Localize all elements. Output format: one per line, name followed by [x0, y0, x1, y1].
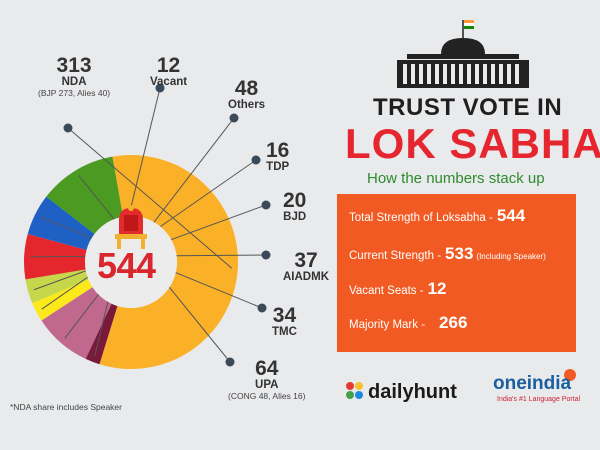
slice-name: TMC	[272, 326, 297, 338]
slice-name: TDP	[266, 161, 290, 173]
slice-tmc	[27, 196, 95, 250]
slice-name: BJD	[283, 211, 307, 223]
slice-detail: (CONG 48, Alies 16)	[228, 390, 306, 401]
slice-name: Others	[228, 99, 266, 111]
slice-vacant	[85, 303, 118, 365]
subtitle: How the numbers stack up	[367, 170, 545, 187]
info-total-value: 544	[496, 206, 526, 225]
leader-dot-others	[229, 113, 239, 123]
info-total-row: Total Strength of Loksabha -544	[349, 206, 525, 226]
slice-label-nda: 313 NDA (BJP 273, Alies 40)	[38, 55, 110, 98]
info-vacant-value: 12	[427, 279, 447, 298]
info-total-label: Total Strength of Loksabha -	[349, 212, 493, 224]
throne-icon	[115, 205, 147, 249]
leader-dot-upa	[225, 357, 235, 367]
slice-name: UPA	[255, 379, 279, 391]
slice-label-tmc: 34 TMC	[272, 305, 297, 339]
donut-center	[85, 216, 177, 308]
info-majority-label: Majority Mark -	[349, 319, 426, 331]
leader-dot-aiadmk	[261, 250, 271, 260]
slice-label-aiadmk: 37 AIADMK	[283, 250, 329, 284]
slice-detail: (BJP 273, Alies 40)	[38, 87, 111, 98]
slice-upa	[46, 156, 124, 234]
footnote: *NDA share includes Speaker	[10, 402, 122, 412]
oneindia-logo-icon	[564, 369, 576, 381]
info-vacant-row: Vacant Seats -12	[349, 279, 447, 299]
leader-dot-vacant	[155, 83, 165, 93]
info-majority-value: 266	[439, 313, 468, 332]
info-current-value: 533	[445, 244, 474, 263]
slice-value: 12	[156, 54, 181, 77]
slice-label-vacant: 12 Vacant	[150, 55, 187, 89]
parliament-icon	[397, 20, 529, 88]
slice-value: 20	[283, 189, 307, 212]
dailyhunt-logo-icon	[346, 382, 363, 399]
title-line1: TRUST VOTE IN	[373, 94, 563, 121]
info-majority-row: Majority Mark - 266	[349, 313, 467, 333]
slice-tdp	[32, 279, 93, 321]
slice-value: 34	[272, 304, 297, 327]
info-box: Total Strength of Loksabha -544 Current …	[337, 194, 576, 352]
info-vacant-label: Vacant Seats -	[349, 285, 424, 297]
slice-value: 16	[266, 139, 290, 162]
leader-dot-tdp	[251, 155, 261, 165]
leader-dot-tmc	[257, 303, 267, 313]
slice-name: Vacant	[150, 76, 188, 88]
leader-dot-bjd	[261, 200, 271, 210]
slice-value: 37	[294, 249, 318, 272]
slice-value: 64	[255, 357, 279, 380]
slice-label-tdp: 16 TDP	[266, 140, 289, 174]
slice-name: NDA	[61, 76, 87, 88]
info-current-label: Current Strength -	[349, 250, 442, 262]
info-current-row: Current Strength -533 (Including Speaker)	[349, 244, 546, 264]
slice-label-bjd: 20 BJD	[283, 190, 306, 224]
leader-line-nda	[67, 127, 233, 269]
slice-label-others: 48 Others	[228, 78, 265, 112]
slice-name: AIADMK	[283, 271, 329, 283]
slice-bjd	[25, 269, 89, 304]
slice-label-upa: 64 UPA (CONG 48, Alies 16)	[228, 358, 305, 401]
slice-value: 48	[234, 77, 259, 100]
leader-dot-nda	[63, 123, 73, 133]
slice-value: 313	[56, 54, 92, 77]
info-current-note: (Including Speaker)	[476, 252, 546, 261]
title-line2: LOK SABHA	[345, 120, 600, 167]
oneindia-logo: oneindia	[493, 373, 572, 394]
oneindia-tagline: India's #1 Language Portal	[497, 396, 581, 403]
dailyhunt-logo: dailyhunt	[368, 381, 457, 403]
center-total: 544	[97, 245, 156, 286]
